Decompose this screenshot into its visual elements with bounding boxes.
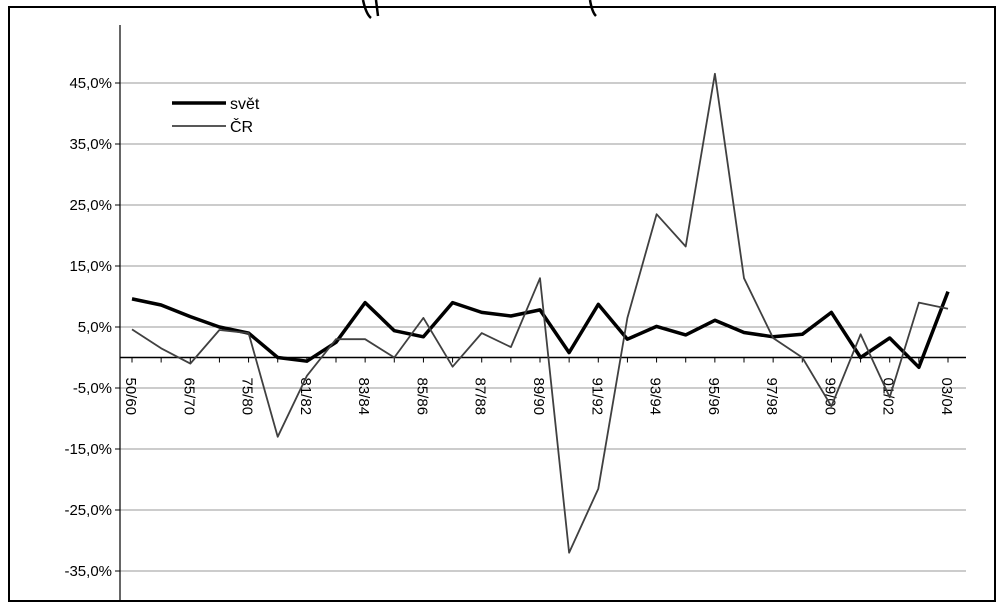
legend-label-svet: svět [230,96,260,113]
gridlines [115,82,966,572]
y-tick-label: 5,0% [78,319,112,336]
x-tick-label: 99/00 [821,378,838,416]
x-tick-label: 65/70 [180,378,197,416]
y-tick-label: 15,0% [69,258,112,275]
x-tick-label: 91/92 [588,378,605,416]
x-tick-label: 93/94 [647,378,664,416]
y-tick-label: -25,0% [64,502,112,519]
y-tick-label: -35,0% [64,563,112,580]
y-tick-label: -15,0% [64,441,112,458]
axes [119,25,966,601]
x-tick-labels: 50/60 65/70 75/80 81/82 83/84 85/86 87/88 89/90… [122,378,955,416]
x-tick-label: 81/82 [297,378,314,416]
y-tick-labels: 45,0% 35,0% 25,0% 15,0% 5,0% -5,0% -15,0% -25,0… [64,75,112,580]
cropped-title-fragment [361,0,597,19]
series-line-svet [131,290,950,370]
y-tick-label: 25,0% [69,197,112,214]
x-tick-label: 97/98 [763,378,780,416]
x-tick-label: 83/84 [355,378,372,416]
x-tick-label: 95/96 [705,378,722,416]
y-tick-label: 45,0% [69,75,112,92]
y-tick-label: 35,0% [69,136,112,153]
x-tick-label: 50/60 [122,378,139,416]
x-tick-label: 85/86 [413,378,430,416]
series-line-cr [131,72,949,554]
series-lines [131,72,950,554]
legend: svět ČR [172,96,260,136]
chart-frame [8,6,996,602]
x-tick-label: 87/88 [472,378,489,416]
x-tick-label: 89/90 [530,378,547,416]
x-tick-label: 75/80 [239,378,256,416]
legend-label-cr: ČR [230,117,253,136]
x-tick-label: 03/04 [938,378,955,416]
y-tick-label: -5,0% [73,380,112,397]
